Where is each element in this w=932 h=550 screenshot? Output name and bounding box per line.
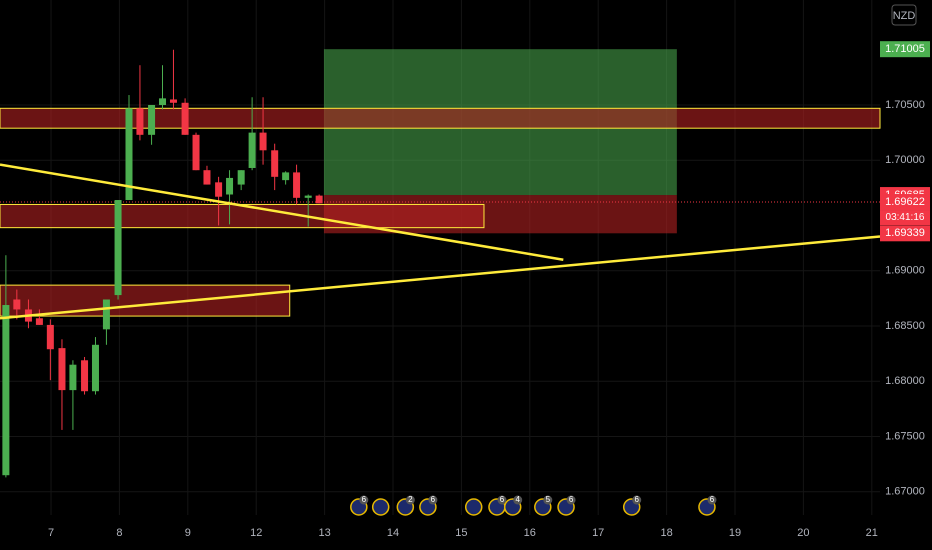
candle-body: [58, 348, 66, 391]
price-tag-label: 1.69622: [885, 196, 925, 208]
event-badge: [405, 495, 415, 505]
x-tick-label: 13: [318, 527, 330, 539]
candle-body: [102, 299, 110, 330]
candle-body: [46, 324, 54, 350]
candle-body: [181, 102, 189, 135]
supply-demand-zone: [0, 284, 291, 317]
event-badge: [707, 495, 717, 505]
event-count: 6: [710, 495, 715, 504]
event-count: 5: [546, 495, 551, 504]
candle-body: [282, 172, 290, 181]
y-tick-label: 1.68500: [885, 320, 925, 332]
x-tick-label: 7: [48, 527, 54, 539]
candle-body: [215, 182, 223, 197]
event-count: 6: [569, 495, 574, 504]
candle-body: [248, 132, 256, 168]
countdown: 03:41:16: [886, 212, 925, 223]
currency-box: [891, 4, 917, 26]
candle-body: [271, 150, 279, 177]
candle-body: [13, 299, 21, 310]
candle-body: [192, 134, 200, 171]
event-badge: [497, 495, 507, 505]
price-tag: [880, 41, 930, 58]
candle-body: [35, 318, 43, 325]
event-count: 6: [500, 495, 505, 504]
event-count: 6: [362, 495, 367, 504]
candle-body: [148, 104, 156, 135]
y-tick-label: 1.67500: [885, 430, 925, 442]
price-tag-label: 1.71005: [885, 43, 925, 55]
y-tick-label: 1.68000: [885, 375, 925, 387]
y-tick-label: 1.69000: [885, 265, 925, 277]
event-badge: [566, 495, 576, 505]
event-badge: [543, 495, 553, 505]
x-tick-label: 15: [455, 527, 467, 539]
trend-line: [0, 163, 564, 261]
x-tick-label: 20: [797, 527, 809, 539]
candle-body: [114, 200, 122, 296]
event-badge: [359, 495, 369, 505]
event-count: 6: [634, 495, 639, 504]
y-tick-label: 1.67000: [885, 486, 925, 498]
x-tick-label: 9: [185, 527, 191, 539]
x-tick-label: 12: [250, 527, 262, 539]
countdown-tag: [880, 210, 930, 226]
candle-body: [91, 344, 99, 392]
candle-body: [237, 170, 245, 185]
candle-body: [69, 364, 77, 391]
event-count: 4: [515, 495, 520, 504]
candle-body: [304, 195, 312, 198]
currency: NZD: [893, 10, 916, 22]
event-icon: [464, 498, 483, 516]
candle-body: [226, 177, 234, 195]
candle-body: [2, 305, 10, 476]
y-tick-label: 1.70500: [885, 99, 925, 111]
x-tick-label: 21: [866, 527, 878, 539]
event-badge: [632, 495, 642, 505]
price-tag: [880, 225, 930, 242]
candle-body: [81, 360, 89, 392]
trend-line: [0, 235, 881, 320]
supply-demand-zone: [0, 203, 485, 229]
price-tag-label: 1.69339: [885, 227, 925, 239]
candle-body: [315, 195, 323, 204]
candle-body: [293, 172, 301, 198]
y-tick-label: 1.70000: [885, 154, 925, 166]
x-tick-label: 16: [524, 527, 536, 539]
event-count: 2: [408, 495, 413, 504]
event-count: 6: [431, 495, 436, 504]
price-tag: [880, 194, 930, 211]
event-badge: [513, 495, 523, 505]
x-tick-label: 17: [592, 527, 604, 539]
x-tick-label: 14: [387, 527, 399, 539]
candle-body: [125, 108, 133, 201]
x-tick-label: 19: [729, 527, 741, 539]
candle-body: [169, 99, 177, 103]
x-tick-label: 18: [660, 527, 672, 539]
event-badge: [428, 495, 438, 505]
candle-body: [136, 108, 144, 135]
x-tick-label: 8: [116, 527, 122, 539]
candle-body: [203, 170, 211, 185]
event-icon: [371, 498, 390, 516]
candle-body: [259, 132, 267, 151]
candle-body: [159, 98, 167, 105]
supply-demand-zone: [0, 107, 881, 129]
